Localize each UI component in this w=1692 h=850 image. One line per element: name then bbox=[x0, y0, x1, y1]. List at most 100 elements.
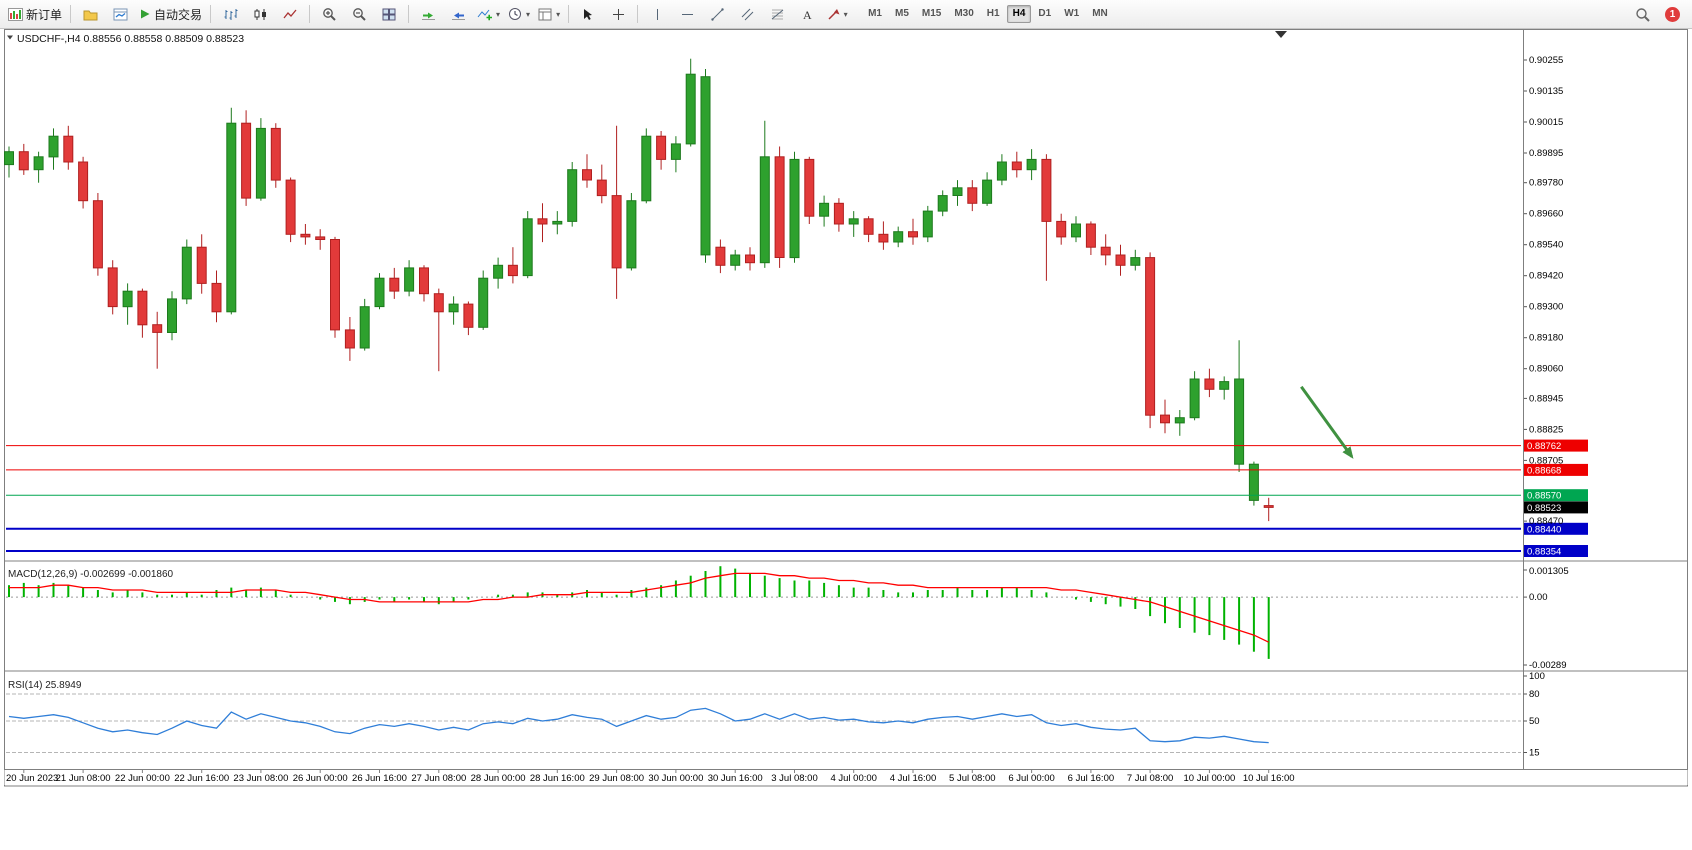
time-axis-label: 10 Jul 00:00 bbox=[1184, 773, 1236, 784]
line-chart-button[interactable] bbox=[275, 2, 305, 26]
periods-button[interactable]: ▾ bbox=[504, 2, 534, 26]
candle-body bbox=[433, 293, 444, 313]
timeframe-h1-button[interactable]: H1 bbox=[986, 8, 1000, 19]
chart-canvas[interactable]: 0.88762 0.88668 0.88570 0.88440 0.88354 0.885… bbox=[0, 29, 1692, 789]
new-order-button-label: 新订单 bbox=[26, 7, 63, 22]
autotrade-button[interactable]: 自动交易 bbox=[135, 2, 206, 26]
toolbar-separator bbox=[210, 5, 212, 23]
trendline-button[interactable] bbox=[702, 2, 732, 26]
crosshair-button[interactable] bbox=[603, 2, 633, 26]
candle-body bbox=[863, 218, 874, 235]
price-axis-label: 0.89540 bbox=[1529, 240, 1563, 251]
chart-title: USDCHF-,H4 0.88556 0.88558 0.88509 0.885… bbox=[17, 33, 244, 45]
toolbar-right-group: 1 bbox=[1627, 2, 1688, 26]
time-scale[interactable] bbox=[4, 770, 1688, 785]
candle-body bbox=[582, 169, 592, 181]
time-axis-label: 26 Jun 00:00 bbox=[293, 773, 348, 784]
new-order-button[interactable]: 新订单 bbox=[4, 2, 66, 26]
arrows-button[interactable]: ▾ bbox=[822, 2, 852, 26]
candle-body bbox=[107, 267, 118, 308]
timeframe-h4-button[interactable]: H4 bbox=[1006, 5, 1032, 23]
candle-body bbox=[507, 264, 518, 277]
timeframe-m30-button[interactable]: M30 bbox=[954, 8, 974, 19]
timeframe-d1-button[interactable]: D1 bbox=[1038, 8, 1052, 19]
price-axis-label: 0.89180 bbox=[1529, 333, 1563, 344]
time-axis-label: 27 Jun 08:00 bbox=[411, 773, 466, 784]
candle-body bbox=[1011, 161, 1022, 171]
periods-icon bbox=[508, 7, 522, 21]
chart-shift-icon bbox=[451, 8, 466, 21]
chart-shift-marker[interactable] bbox=[1275, 31, 1287, 38]
candle-body bbox=[685, 73, 696, 145]
fibonacci-icon bbox=[771, 8, 784, 21]
price-scale[interactable] bbox=[1524, 30, 1687, 770]
candle-body bbox=[745, 254, 755, 264]
price-axis-label: 0.88470 bbox=[1529, 516, 1563, 527]
toolbar-separator bbox=[637, 5, 639, 23]
rsi-axis-label: 15 bbox=[1529, 748, 1540, 759]
zoom-out-button[interactable] bbox=[344, 2, 374, 26]
candlestick-chart-button[interactable] bbox=[245, 2, 275, 26]
chart-menu-icon[interactable] bbox=[7, 35, 13, 40]
price-tag bbox=[1524, 522, 1588, 535]
rsi-line bbox=[8, 707, 1269, 744]
tile-windows-button[interactable] bbox=[374, 2, 404, 26]
candle-body bbox=[952, 187, 963, 197]
chart-shift-button[interactable] bbox=[443, 2, 473, 26]
cursor-icon bbox=[582, 8, 594, 21]
text-button[interactable]: A bbox=[792, 2, 822, 26]
candle-body bbox=[537, 218, 548, 225]
timeframe-w1-button[interactable]: W1 bbox=[1064, 8, 1080, 19]
vertical-line-button[interactable] bbox=[642, 2, 672, 26]
chart-plot-area[interactable] bbox=[6, 30, 1521, 561]
time-axis-label: 29 Jun 08:00 bbox=[589, 773, 644, 784]
svg-text:A: A bbox=[803, 8, 812, 21]
candle-body bbox=[552, 220, 563, 225]
price-axis-label: 0.90255 bbox=[1529, 55, 1563, 66]
candle-body bbox=[285, 179, 296, 235]
autotrade-icon bbox=[139, 8, 151, 20]
candle-body bbox=[774, 156, 785, 258]
fibonacci-button[interactable] bbox=[762, 2, 792, 26]
price-tag bbox=[1524, 545, 1588, 557]
annotation-arrow[interactable] bbox=[1300, 385, 1354, 459]
dropdown-caret-icon[interactable]: ▾ bbox=[843, 9, 848, 19]
time-axis-label: 22 Jun 16:00 bbox=[174, 773, 229, 784]
candle-body bbox=[567, 169, 578, 222]
time-axis-label: 30 Jun 16:00 bbox=[708, 773, 763, 784]
candle-body bbox=[33, 156, 44, 171]
dropdown-caret-icon[interactable]: ▾ bbox=[496, 9, 501, 19]
dropdown-caret-icon[interactable]: ▾ bbox=[556, 9, 561, 19]
auto-scroll-button[interactable] bbox=[413, 2, 443, 26]
time-axis-label: 20 Jun 2023 bbox=[6, 773, 58, 784]
candle-body bbox=[1204, 378, 1215, 390]
channel-button[interactable] bbox=[732, 2, 762, 26]
time-axis-label: 6 Jul 16:00 bbox=[1068, 773, 1114, 784]
timeframe-mn-button[interactable]: MN bbox=[1092, 8, 1108, 19]
candle-body bbox=[196, 246, 207, 284]
channel-icon bbox=[741, 8, 754, 21]
timeframe-m15-button[interactable]: M15 bbox=[921, 8, 942, 19]
price-axis-label: 0.90015 bbox=[1529, 117, 1563, 128]
templates-button[interactable]: ▾ bbox=[534, 2, 564, 26]
toolbar-separator bbox=[568, 5, 570, 23]
line-chart-icon bbox=[283, 8, 298, 21]
market-watch-button[interactable] bbox=[105, 2, 135, 26]
timeframe-m5-button[interactable]: M5 bbox=[894, 8, 909, 19]
time-axis-label: 26 Jun 16:00 bbox=[352, 773, 407, 784]
search-button[interactable] bbox=[1627, 2, 1657, 26]
bar-chart-button[interactable] bbox=[215, 2, 245, 26]
horizontal-line-button[interactable] bbox=[672, 2, 702, 26]
candle-body bbox=[211, 282, 222, 313]
toolbar-separator bbox=[70, 5, 72, 23]
candle-body bbox=[982, 179, 993, 204]
indicators-button[interactable]: ▾ bbox=[473, 2, 504, 26]
zoom-in-button[interactable] bbox=[314, 2, 344, 26]
cursor-button[interactable] bbox=[573, 2, 603, 26]
profiles-button[interactable] bbox=[75, 2, 105, 26]
price-axis-label: 0.89420 bbox=[1529, 271, 1563, 282]
notification-badge[interactable]: 1 bbox=[1665, 6, 1680, 22]
price-tag bbox=[1524, 501, 1588, 514]
dropdown-caret-icon[interactable]: ▾ bbox=[526, 9, 531, 19]
timeframe-m1-button[interactable]: M1 bbox=[868, 8, 882, 19]
